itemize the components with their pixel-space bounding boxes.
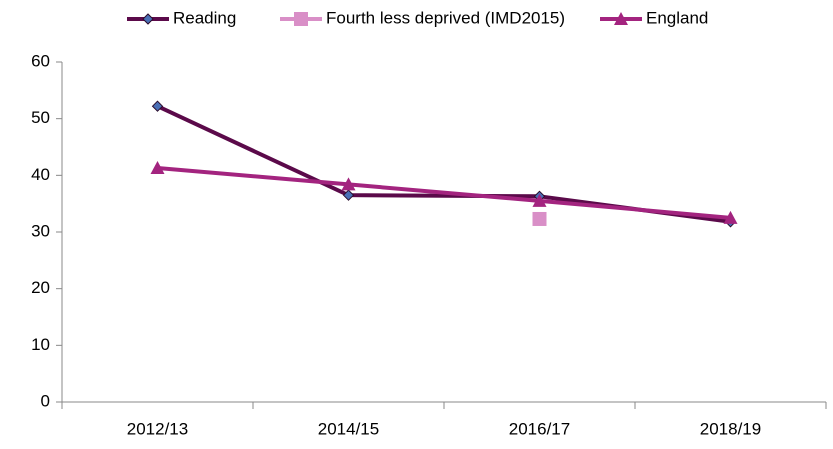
data-point xyxy=(532,193,547,207)
y-tick-label: 10 xyxy=(31,335,50,354)
x-tick-label: 2014/15 xyxy=(318,419,379,438)
y-tick-label: 0 xyxy=(41,391,50,410)
data-point xyxy=(150,160,165,174)
data-point xyxy=(532,211,547,226)
series-line xyxy=(156,104,731,224)
legend-marker xyxy=(294,12,308,26)
y-tick-label: 50 xyxy=(31,108,50,127)
y-tick-label: 40 xyxy=(31,165,50,184)
data-point xyxy=(723,210,738,224)
legend-label: Reading xyxy=(173,8,236,27)
legend-label: England xyxy=(646,8,708,27)
series-line xyxy=(157,165,731,220)
data-point xyxy=(341,177,356,191)
y-tick-label: 20 xyxy=(31,278,50,297)
data-point xyxy=(342,189,355,201)
legend-marker xyxy=(614,12,628,25)
x-tick-label: 2012/13 xyxy=(127,419,188,438)
legend-label: Fourth less deprived (IMD2015) xyxy=(326,8,565,27)
y-tick-label: 60 xyxy=(31,51,50,70)
x-tick-label: 2016/17 xyxy=(509,419,570,438)
y-tick-label: 30 xyxy=(31,221,50,240)
legend-marker xyxy=(142,13,154,25)
data-point xyxy=(151,100,164,112)
x-tick-label: 2018/19 xyxy=(700,419,761,438)
